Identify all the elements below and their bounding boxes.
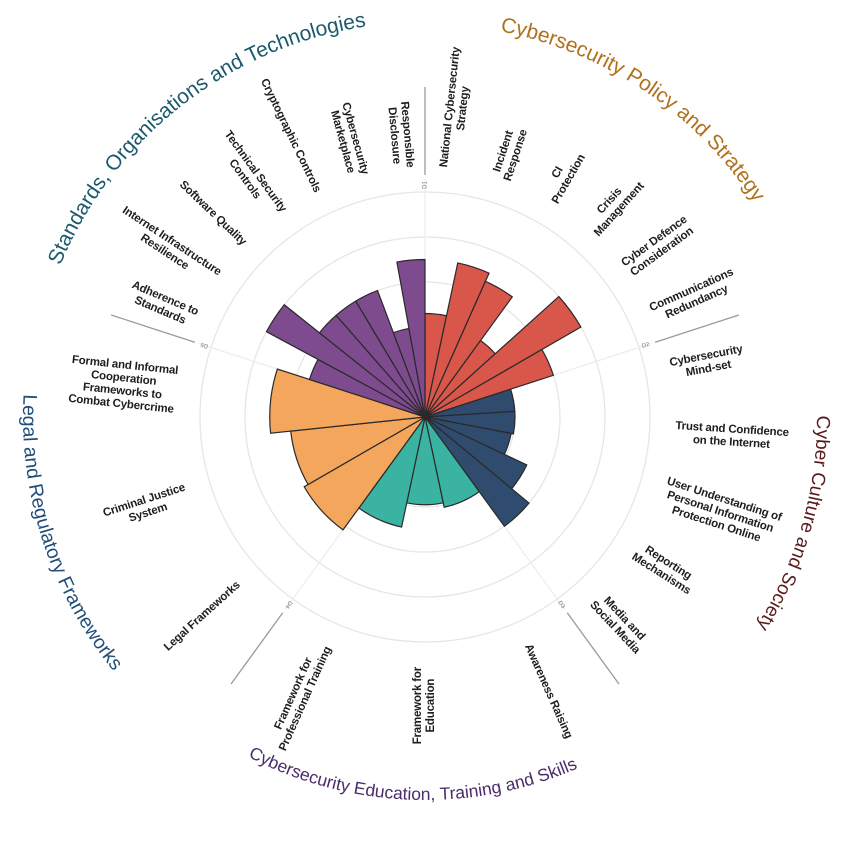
bar [424, 295, 582, 418]
dimension-tag: D3 [556, 600, 566, 610]
dimension-title: Cybersecurity Education, Training and Sk… [246, 742, 580, 804]
dimension-tag: D4 [283, 599, 293, 609]
bars [265, 258, 582, 531]
bar [424, 416, 481, 508]
dimension-title: Standards, Organisations and Technologie… [44, 9, 368, 268]
dimension-divider [230, 612, 284, 685]
bar [396, 258, 426, 418]
dimension-title-text: Standards, Organisations and Technologie… [44, 9, 368, 268]
bar [265, 303, 426, 418]
dimension-tag: D2 [641, 342, 651, 350]
dimension-dividers: D1 D2 D3 D4 D5 [110, 87, 740, 685]
bar [424, 416, 530, 528]
bar [354, 289, 426, 418]
bar [424, 348, 555, 418]
bar [303, 416, 426, 531]
bar [424, 410, 516, 435]
dimension-tag: D1 [423, 181, 429, 189]
bar [269, 368, 426, 434]
dimension-title-text: Legal and Regulatory Frameworks [18, 394, 127, 675]
dimension-title: Legal and Regulatory Frameworks [18, 394, 127, 675]
bar [424, 262, 490, 418]
dimension-title-text: Cybersecurity Education, Training and Sk… [246, 742, 580, 804]
bar [424, 280, 514, 418]
dimension-divider [110, 314, 196, 343]
factor-label: Framework for Education [412, 667, 437, 745]
dimension-tag: D5 [199, 341, 209, 349]
factor-label: Responsible Disclosure [385, 100, 416, 168]
factor-label: Formal and Informal Cooperation Framewor… [68, 353, 180, 416]
dimension-divider [566, 612, 620, 685]
dimension-divider [654, 314, 740, 343]
